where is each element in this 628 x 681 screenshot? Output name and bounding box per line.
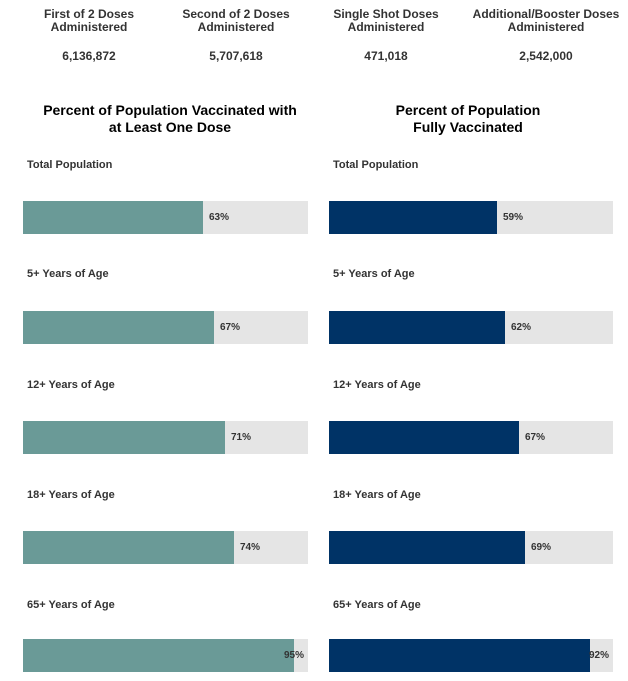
bar-total-population xyxy=(23,201,203,234)
bar-label-total-population: Total Population xyxy=(27,159,113,171)
chart-title-line: Percent of Population xyxy=(395,102,541,118)
bar-12-plus xyxy=(329,421,519,454)
stat-label: Administered xyxy=(50,20,128,34)
stat-label: Second of 2 Doses xyxy=(182,7,290,21)
stat-value: 471,018 xyxy=(364,49,408,63)
bar-12-plus xyxy=(23,421,225,454)
bar-track-5-plus: 62% xyxy=(329,311,613,344)
bar-track-total-population: 59% xyxy=(329,201,613,234)
bar-track-65-plus: 92% xyxy=(329,639,613,672)
chart-title-line: Percent of Population Vaccinated with xyxy=(43,102,297,118)
chart-title-one-dose: Percent of Population Vaccinated with at… xyxy=(20,102,320,136)
bar-track-12-plus: 71% xyxy=(23,421,308,454)
bar-value-label: 71% xyxy=(231,432,252,443)
chart-title-line: at Least One Dose xyxy=(108,119,232,135)
bar-5-plus xyxy=(23,311,214,344)
bar-18-plus xyxy=(329,531,525,564)
stat-value: 2,542,000 xyxy=(519,49,573,63)
bar-track-65-plus: 95% xyxy=(23,639,308,672)
bar-track-5-plus: 67% xyxy=(23,311,308,344)
stat-label: Administered xyxy=(347,20,425,34)
bar-label-65-plus: 65+ Years of Age xyxy=(333,599,421,611)
bar-label-5-plus: 5+ Years of Age xyxy=(27,268,109,280)
bar-track-18-plus: 74% xyxy=(23,531,308,564)
bar-value-label: 69% xyxy=(531,542,552,553)
bar-label-18-plus: 18+ Years of Age xyxy=(27,489,115,501)
bar-track-18-plus: 69% xyxy=(329,531,613,564)
bar-total-population xyxy=(329,201,497,234)
stat-label: Additional/Booster Doses xyxy=(472,7,620,21)
stat-value: 6,136,872 xyxy=(62,49,116,63)
bar-label-12-plus: 12+ Years of Age xyxy=(333,379,421,391)
bar-value-label: 95% xyxy=(284,650,305,661)
bar-5-plus xyxy=(329,311,505,344)
bar-value-label: 63% xyxy=(209,212,230,223)
stat-label: Single Shot Doses xyxy=(333,7,439,21)
bar-label-5-plus: 5+ Years of Age xyxy=(333,268,415,280)
bar-label-65-plus: 65+ Years of Age xyxy=(27,599,115,611)
stat-label: Administered xyxy=(507,20,585,34)
bar-track-12-plus: 67% xyxy=(329,421,613,454)
stat-second-dose: Second of 2 Doses Administered 5,707,618 xyxy=(176,7,296,64)
bar-label-12-plus: 12+ Years of Age xyxy=(27,379,115,391)
bar-value-label: 67% xyxy=(220,322,241,333)
bar-label-18-plus: 18+ Years of Age xyxy=(333,489,421,501)
bar-value-label: 74% xyxy=(240,542,261,553)
bar-value-label: 92% xyxy=(589,650,610,661)
bar-65-plus xyxy=(329,639,590,672)
bar-18-plus xyxy=(23,531,234,564)
chart-title-fully-vaccinated: Percent of Population Fully Vaccinated xyxy=(318,102,618,136)
stat-single-shot: Single Shot Doses Administered 471,018 xyxy=(326,7,446,64)
bar-track-total-population: 63% xyxy=(23,201,308,234)
stat-value: 5,707,618 xyxy=(209,49,263,63)
stat-label: First of 2 Doses xyxy=(43,7,135,21)
bar-label-total-population: Total Population xyxy=(333,159,419,171)
bar-value-label: 59% xyxy=(503,212,524,223)
bar-value-label: 67% xyxy=(525,432,546,443)
stat-label: Administered xyxy=(197,20,275,34)
stat-first-dose: First of 2 Doses Administered 6,136,872 xyxy=(30,7,148,64)
bar-value-label: 62% xyxy=(511,322,532,333)
stat-booster: Additional/Booster Doses Administered 2,… xyxy=(465,7,627,64)
chart-title-line: Fully Vaccinated xyxy=(413,119,523,135)
bar-65-plus xyxy=(23,639,294,672)
